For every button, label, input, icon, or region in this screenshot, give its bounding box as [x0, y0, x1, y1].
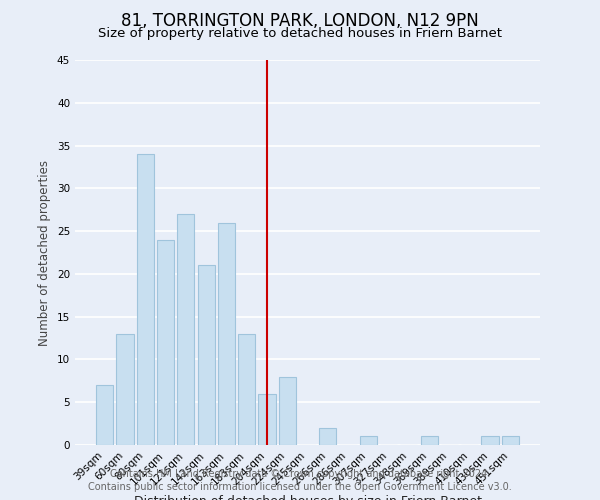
Y-axis label: Number of detached properties: Number of detached properties — [38, 160, 52, 346]
X-axis label: Distribution of detached houses by size in Friern Barnet: Distribution of detached houses by size … — [133, 495, 482, 500]
Bar — [319, 428, 337, 445]
Bar — [218, 222, 235, 445]
Text: 81, TORRINGTON PARK, LONDON, N12 9PN: 81, TORRINGTON PARK, LONDON, N12 9PN — [121, 12, 479, 30]
Bar — [96, 385, 113, 445]
Bar — [157, 240, 174, 445]
Bar — [137, 154, 154, 445]
Text: Size of property relative to detached houses in Friern Barnet: Size of property relative to detached ho… — [98, 28, 502, 40]
Bar — [177, 214, 194, 445]
Bar — [421, 436, 438, 445]
Bar — [116, 334, 134, 445]
Bar — [360, 436, 377, 445]
Bar — [481, 436, 499, 445]
Bar — [238, 334, 255, 445]
Text: Contains HM Land Registry data © Crown copyright and database right 2024.
Contai: Contains HM Land Registry data © Crown c… — [88, 470, 512, 492]
Bar — [197, 266, 215, 445]
Bar — [278, 376, 296, 445]
Bar — [502, 436, 519, 445]
Bar — [259, 394, 275, 445]
